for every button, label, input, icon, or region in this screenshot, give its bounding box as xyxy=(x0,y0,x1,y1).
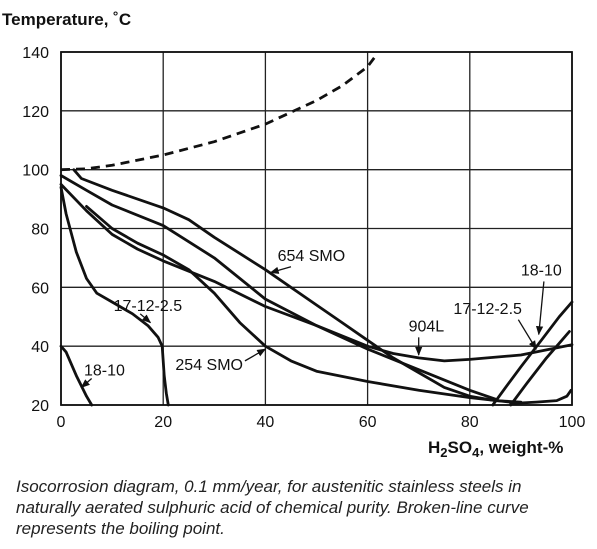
label-arrow xyxy=(535,281,545,336)
x-label-part: H xyxy=(428,438,440,457)
figure-caption: Isocorrosion diagram, 0.1 mm/year, for a… xyxy=(16,477,529,538)
curve-label: 904L xyxy=(409,319,445,336)
x-label-subscript: 4 xyxy=(472,445,480,460)
plot-frame xyxy=(60,51,573,406)
x-tick-label: 0 xyxy=(57,414,66,431)
x-tick-label: 80 xyxy=(461,414,479,431)
tick-labels: 0 20 40 60 80 100 140 120 100 80 60 40 20 xyxy=(22,45,585,431)
y-tick-label: 80 xyxy=(31,222,49,239)
curve-18-10-right xyxy=(509,330,571,407)
y-tick-label: 60 xyxy=(31,280,49,297)
curve-18-10-low xyxy=(59,344,94,407)
curve-904l xyxy=(59,174,574,363)
isocorrosion-chart: 654 SMO 18-10 17-12-2.5 904L 17-12-2.5 254 SM… xyxy=(2,10,585,460)
x-tick-label: 20 xyxy=(154,414,172,431)
curve-17-12-2-5 xyxy=(85,205,513,404)
y-axis-label: Temperature, ˚C xyxy=(2,10,131,29)
label-arrow xyxy=(269,266,292,274)
label-arrow xyxy=(244,348,267,362)
curve-label: 18-10 xyxy=(521,263,562,280)
x-tick-label: 40 xyxy=(257,414,275,431)
curve-label: 18-10 xyxy=(84,363,125,380)
curve-654-smo xyxy=(72,168,523,404)
x-tick-label: 60 xyxy=(359,414,377,431)
label-arrow xyxy=(80,378,93,388)
grid xyxy=(60,51,573,406)
curve-label: 654 SMO xyxy=(278,248,346,265)
x-label-subscript: 2 xyxy=(440,445,447,460)
curve-labels: 654 SMO 18-10 17-12-2.5 904L 17-12-2.5 254 SM… xyxy=(80,248,562,388)
curve-17-12-2-5-low xyxy=(59,185,170,407)
curve-boiling-point xyxy=(60,55,377,172)
curve-label: 254 SMO xyxy=(175,357,243,374)
x-label-part: SO xyxy=(448,438,473,457)
y-tick-label: 100 xyxy=(22,163,49,180)
y-tick-label: 140 xyxy=(22,45,49,62)
y-tick-label: 120 xyxy=(22,104,49,121)
x-label-part: , weight-% xyxy=(479,438,563,457)
label-arrow xyxy=(139,313,152,324)
curve-label: 17-12-2.5 xyxy=(114,298,183,315)
y-tick-label: 40 xyxy=(31,339,49,356)
curve-label: 17-12-2.5 xyxy=(453,301,522,318)
x-tick-label: 100 xyxy=(559,414,586,431)
y-tick-label: 20 xyxy=(31,398,49,415)
x-axis-label: H2SO4, weight-% xyxy=(428,438,563,460)
curve-right-base-curve xyxy=(509,388,573,405)
curves xyxy=(59,55,574,407)
curve-254-smo xyxy=(59,183,497,401)
label-arrow xyxy=(517,319,537,350)
curve-17-12-2-5-right xyxy=(491,300,574,407)
